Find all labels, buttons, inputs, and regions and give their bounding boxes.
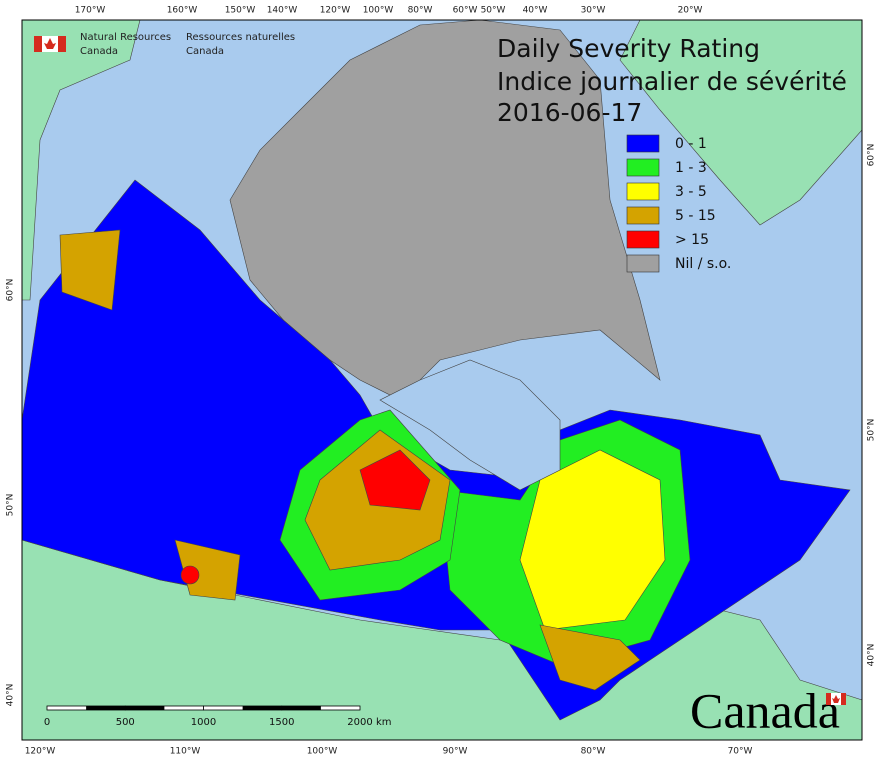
wordmark: Canada — [690, 682, 846, 738]
legend-label: > 15 — [675, 232, 709, 248]
agency-en: Canada — [80, 46, 118, 57]
map-frame — [21, 19, 863, 741]
graticule-label: 50°W — [481, 6, 506, 16]
graticule-label: 140°W — [267, 6, 298, 16]
scale-segment — [86, 706, 126, 710]
graticule-label: 60°W — [453, 6, 478, 16]
legend-swatch — [626, 206, 660, 225]
hudson-bay — [379, 359, 561, 491]
legend-label: 1 - 3 — [675, 160, 707, 176]
scale-label: 1500 — [269, 717, 294, 728]
graticule-label: 60°N — [6, 279, 16, 302]
graticule-label: 90°W — [443, 747, 468, 757]
graticule-label: 170°W — [75, 6, 106, 16]
graticule-label: 40°W — [523, 6, 548, 16]
graticule-label: 60°N — [867, 144, 877, 167]
graticule-label: 40°N — [867, 644, 877, 667]
scale-label: 2000 — [347, 717, 372, 728]
agency-fr: Canada — [186, 46, 224, 57]
zone-red-sw — [180, 565, 200, 585]
legend-label: 3 - 5 — [675, 184, 707, 200]
graticule-label: 30°W — [581, 6, 606, 16]
graticule-label: 40°N — [6, 684, 16, 707]
legend-swatch — [626, 182, 660, 201]
zone-red — [359, 449, 431, 511]
scale-label: 500 — [116, 717, 135, 728]
canada-wordmark: Canada — [690, 682, 840, 738]
scale-segment — [242, 706, 282, 710]
graticule-label: 120°W — [25, 747, 56, 757]
flag-bar — [58, 36, 66, 52]
graticule-label: 80°W — [581, 747, 606, 757]
date: 2016-06-17 — [497, 98, 642, 127]
alaska — [21, 19, 141, 301]
scale-label: 1000 — [191, 717, 216, 728]
graticule-label: 50°N — [867, 419, 877, 442]
scale-segment — [125, 706, 165, 710]
graticule-label: 150°W — [225, 6, 256, 16]
title-fr: Indice journalier de sévérité — [497, 67, 847, 96]
graticule-label: 50°N — [6, 494, 16, 517]
zone-orange-nw — [59, 229, 121, 311]
land — [21, 19, 863, 741]
agency-block: Natural Resources Canada Ressources natu… — [34, 32, 295, 57]
graticule-label: 80°W — [408, 6, 433, 16]
graticule-label: 20°W — [678, 6, 703, 16]
zone-orange-east — [539, 624, 641, 691]
legend-label: 5 - 15 — [675, 208, 716, 224]
graticule-label: 100°W — [363, 6, 394, 16]
graticule-label: 110°W — [170, 747, 201, 757]
agency-fr: Ressources naturelles — [186, 32, 295, 43]
flag-leaf — [44, 38, 56, 49]
flag-leaf — [832, 695, 840, 703]
flag-bar — [826, 693, 831, 705]
agency-en: Natural Resources — [80, 32, 171, 43]
scale-unit: km — [376, 717, 392, 728]
legend-swatch — [626, 254, 660, 273]
legend-swatch — [626, 230, 660, 249]
graticule-label: 100°W — [307, 747, 338, 757]
scale-segment — [281, 706, 321, 710]
zone-yellow — [519, 449, 666, 631]
graticule-label: 160°W — [167, 6, 198, 16]
legend-label: 0 - 1 — [675, 136, 707, 152]
title: Daily Severity Rating — [497, 34, 760, 63]
legend-swatch — [626, 158, 660, 177]
flag-bar — [34, 36, 42, 52]
arctic-nil — [229, 19, 661, 401]
flag-bar — [841, 693, 846, 705]
legend-swatch — [626, 134, 660, 153]
graticule-label: 120°W — [320, 6, 351, 16]
graticule-label: 70°W — [728, 747, 753, 757]
legend-label: Nil / s.o. — [675, 256, 731, 272]
scale-label: 0 — [44, 717, 50, 728]
